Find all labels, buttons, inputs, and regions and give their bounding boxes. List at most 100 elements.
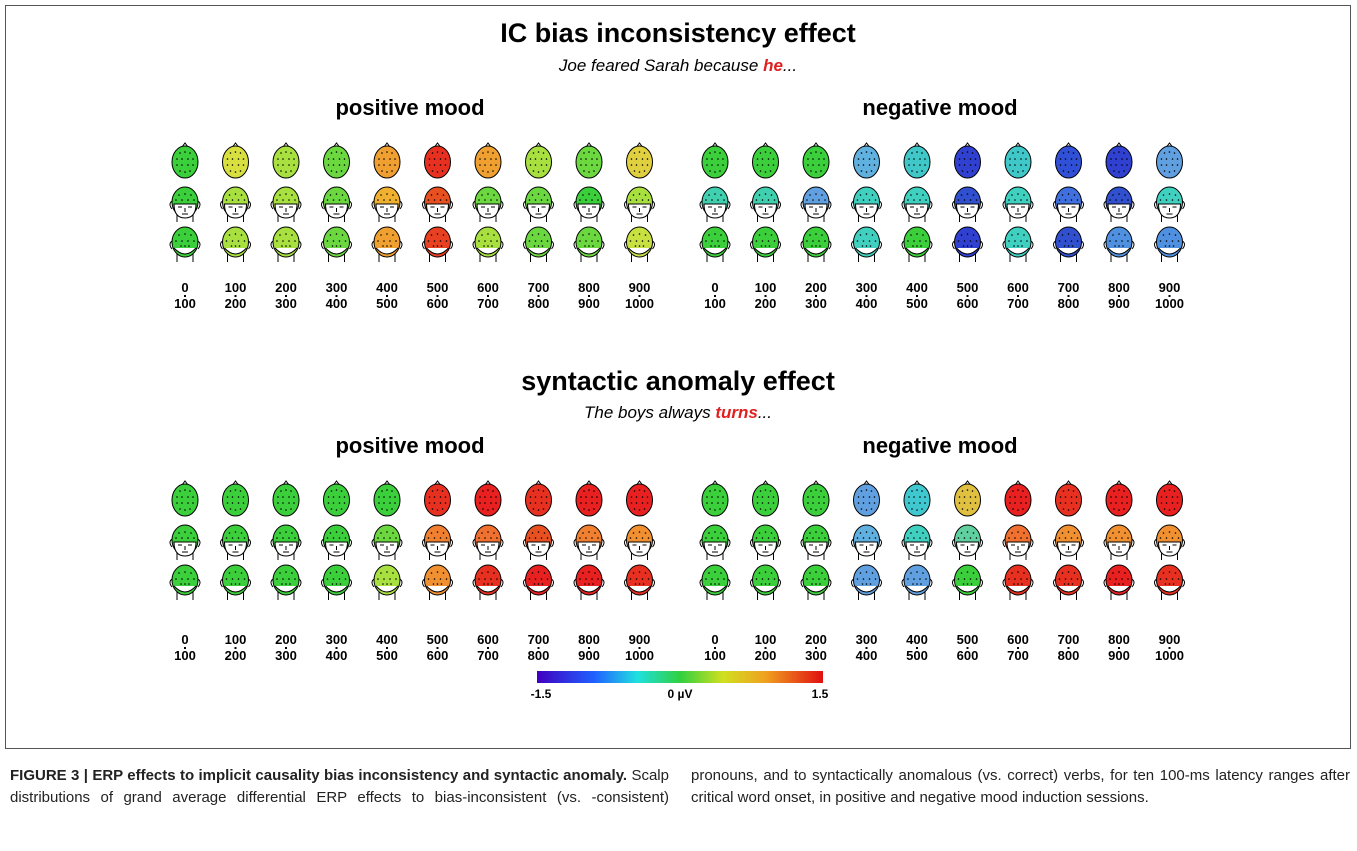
ears	[220, 240, 251, 250]
electrode	[643, 508, 646, 510]
electrode	[1070, 240, 1073, 242]
electrode	[340, 170, 343, 172]
scalp	[373, 145, 401, 179]
electrode	[1168, 509, 1171, 511]
electrode	[865, 583, 868, 585]
range-start: 0	[711, 632, 718, 647]
mood-title: negative mood	[862, 433, 1017, 458]
electrode	[1014, 240, 1016, 242]
electrode	[479, 158, 481, 160]
electrode	[708, 532, 710, 534]
range-dash	[638, 647, 641, 649]
ears	[699, 200, 731, 210]
electrode	[859, 572, 862, 574]
electrode	[428, 164, 431, 166]
electrode	[809, 194, 811, 196]
ears	[523, 240, 554, 250]
range-start: 900	[629, 280, 651, 295]
electrode	[394, 496, 396, 498]
electrode	[1058, 199, 1061, 201]
electrode	[767, 502, 770, 504]
electrode	[580, 502, 582, 504]
electrode	[1011, 234, 1013, 236]
scalp	[474, 145, 502, 179]
mood-title: positive mood	[335, 433, 484, 458]
electrode	[924, 502, 926, 504]
electrode	[332, 164, 335, 166]
electrode	[541, 583, 544, 585]
range-start: 700	[1058, 280, 1080, 295]
ears	[1053, 240, 1084, 250]
electrode	[970, 583, 973, 585]
nape	[754, 247, 777, 255]
electrode	[812, 240, 814, 242]
electrode	[821, 532, 823, 534]
electrode	[916, 193, 918, 195]
electrode	[534, 496, 537, 498]
head-front	[169, 524, 201, 560]
head-front	[321, 186, 352, 222]
electrode	[818, 502, 820, 504]
electrode	[1118, 571, 1120, 573]
electrode	[432, 583, 435, 585]
electrode	[958, 158, 961, 160]
electrode	[341, 572, 344, 574]
electrode	[913, 240, 915, 242]
head-top	[525, 480, 552, 517]
electrode	[1014, 537, 1016, 539]
head-back	[371, 226, 403, 262]
electrode	[719, 508, 721, 510]
ears	[523, 538, 554, 548]
electrode	[537, 171, 540, 173]
head-front	[624, 186, 655, 222]
electrode	[277, 164, 279, 166]
range-end: 900	[578, 648, 600, 663]
electrode	[597, 240, 599, 242]
electrode	[597, 537, 599, 539]
nape	[1158, 247, 1181, 255]
electrode	[629, 240, 632, 242]
range-dash	[335, 647, 338, 649]
electrode	[190, 234, 192, 236]
electrode	[807, 496, 809, 498]
electrode	[495, 164, 497, 166]
electrode	[377, 537, 379, 539]
electrode	[439, 158, 442, 160]
electrode	[591, 537, 593, 539]
electrode	[1061, 572, 1064, 574]
electrode	[714, 193, 716, 195]
electrode	[818, 158, 820, 160]
electrode	[441, 170, 444, 172]
electrode	[1026, 537, 1028, 539]
electrode	[594, 234, 596, 236]
electrode	[972, 234, 975, 236]
electrode	[593, 152, 595, 154]
head-top	[701, 480, 729, 517]
features	[910, 544, 924, 553]
electrode	[761, 240, 764, 242]
electrode	[484, 164, 486, 166]
electrode	[1021, 245, 1023, 247]
features	[329, 544, 344, 553]
electrode	[1009, 158, 1011, 160]
head-top	[222, 480, 249, 517]
head-back	[750, 564, 781, 600]
electrode	[338, 537, 341, 539]
electrode	[714, 583, 716, 585]
electrode	[377, 199, 379, 201]
electrode	[1115, 537, 1117, 539]
electrode	[1176, 496, 1179, 498]
electrode	[856, 578, 859, 580]
electrode	[1113, 490, 1115, 492]
electrode	[773, 199, 776, 201]
electrode	[490, 240, 492, 242]
electrode	[392, 194, 394, 196]
electrode	[705, 240, 707, 242]
electrode	[974, 502, 977, 504]
electrode	[439, 164, 442, 166]
head-top	[323, 142, 350, 179]
head-top	[424, 480, 451, 517]
electrode	[755, 578, 758, 580]
scalp	[1004, 483, 1032, 517]
electrode	[439, 199, 442, 201]
